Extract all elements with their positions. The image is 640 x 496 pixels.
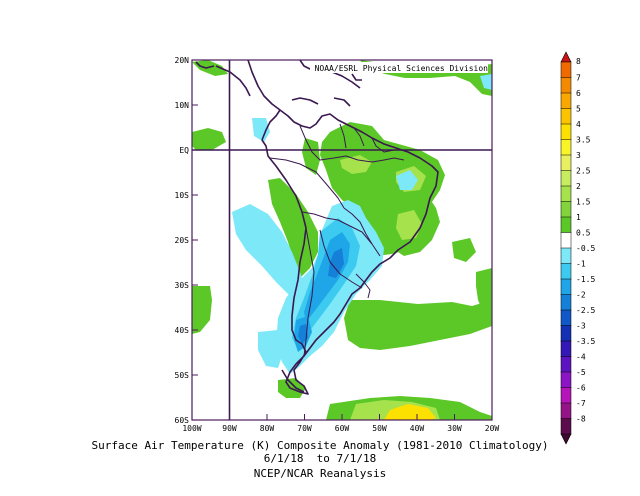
colorbar-swatch xyxy=(560,216,572,234)
country-borders xyxy=(269,123,405,357)
colorbar-label: -0.5 xyxy=(576,244,595,253)
colorbar-swatch xyxy=(560,356,572,373)
colorbar-swatch xyxy=(560,402,572,420)
colorbar-swatch xyxy=(560,340,572,358)
lon-ticks xyxy=(191,414,493,420)
colorbar-swatch xyxy=(560,92,572,110)
colorbar-label: -1 xyxy=(576,260,586,269)
colorbar-label: -7 xyxy=(576,399,586,408)
warm-anomaly-regions xyxy=(384,404,436,420)
colorbar-label: -2.5 xyxy=(576,306,595,315)
colorbar-swatch xyxy=(560,123,572,141)
colorbar-label: -5 xyxy=(576,368,586,377)
colorbar-label: -3.5 xyxy=(576,337,595,346)
lat-label: 60S xyxy=(175,416,190,425)
lon-label: 40W xyxy=(410,424,425,433)
caption-dates: 6/1/18 to 7/1/18 xyxy=(263,452,377,465)
colorbar-label: -1.5 xyxy=(576,275,595,284)
colorbar-label: 5 xyxy=(576,105,581,114)
lon-label: 70W xyxy=(297,424,312,433)
colorbar-swatch xyxy=(560,77,572,94)
colorbar-swatch xyxy=(560,263,572,280)
colorbar-label: 1.5 xyxy=(576,198,591,207)
colorbar-swatch xyxy=(560,294,572,311)
colorbar-label: 2.5 xyxy=(576,167,591,176)
strongest-cold-anomaly-regions xyxy=(298,248,344,344)
colorbar-swatch xyxy=(560,325,572,342)
colorbar-label: 3.5 xyxy=(576,136,591,145)
lat-label: 40S xyxy=(175,326,190,335)
lat-label: 20S xyxy=(175,236,190,245)
colorbar-label: -3 xyxy=(576,322,586,331)
colorbar-label: -2 xyxy=(576,291,586,300)
colorbar-label: -6 xyxy=(576,384,586,393)
colorbar-label: 3 xyxy=(576,151,581,160)
colorbar-swatch xyxy=(560,108,572,125)
colorbar-label: -4 xyxy=(576,353,586,362)
lon-label: 100W xyxy=(182,424,201,433)
colorbar-bottom-arrow xyxy=(560,433,572,445)
colorbar-label: 4 xyxy=(576,120,581,129)
colorbar-label: 0.5 xyxy=(576,229,591,238)
colorbar-swatch xyxy=(560,309,572,327)
lat-ticks xyxy=(192,59,198,421)
colorbar: 8 7 6 5 4 3.5 3 2.5 2 1.5 1 0.5 -0.5 -1 -1.5 -2 -2.5 -3 -3… xyxy=(560,51,595,445)
colorbar-swatch xyxy=(560,201,572,218)
lat-label: 10S xyxy=(175,191,190,200)
colorbar-label: -8 xyxy=(576,415,586,424)
lon-label: 90W xyxy=(222,424,237,433)
lon-label: 20W xyxy=(485,424,500,433)
colorbar-swatch xyxy=(560,418,572,435)
colorbar-swatch xyxy=(560,387,572,404)
caption-title: Surface Air Temperature (K) Composite An… xyxy=(91,439,549,452)
colorbar-label: 6 xyxy=(576,89,581,98)
colorbar-swatch xyxy=(560,278,572,296)
colorbar-swatch xyxy=(560,139,572,156)
colorbar-swatch xyxy=(560,61,572,79)
colorbar-swatch xyxy=(560,154,572,172)
lon-label: 80W xyxy=(260,424,275,433)
colorbar-top-arrow xyxy=(560,51,572,63)
lon-label: 30W xyxy=(447,424,462,433)
colorbar-label: 8 xyxy=(576,57,581,66)
lat-label: 10N xyxy=(175,101,190,110)
lon-label: 50W xyxy=(372,424,387,433)
lat-label: 30S xyxy=(175,281,190,290)
colorbar-swatch xyxy=(560,371,572,389)
lat-label: 20N xyxy=(175,56,190,65)
colorbar-label: 2 xyxy=(576,182,581,191)
colorbar-swatch xyxy=(560,232,572,249)
lon-label: 60W xyxy=(335,424,350,433)
colorbar-label: 7 xyxy=(576,74,581,83)
lat-label: EQ xyxy=(179,146,189,155)
credit-label: NOAA/ESRL Physical Sciences Division xyxy=(315,64,489,73)
caption-source: NCEP/NCAR Reanalysis xyxy=(253,467,387,480)
coastlines xyxy=(195,60,439,395)
colorbar-swatch xyxy=(560,185,572,203)
colorbar-swatch xyxy=(560,247,572,265)
lat-label: 50S xyxy=(175,371,190,380)
colorbar-label: 1 xyxy=(576,213,581,222)
colorbar-swatch xyxy=(560,170,572,187)
